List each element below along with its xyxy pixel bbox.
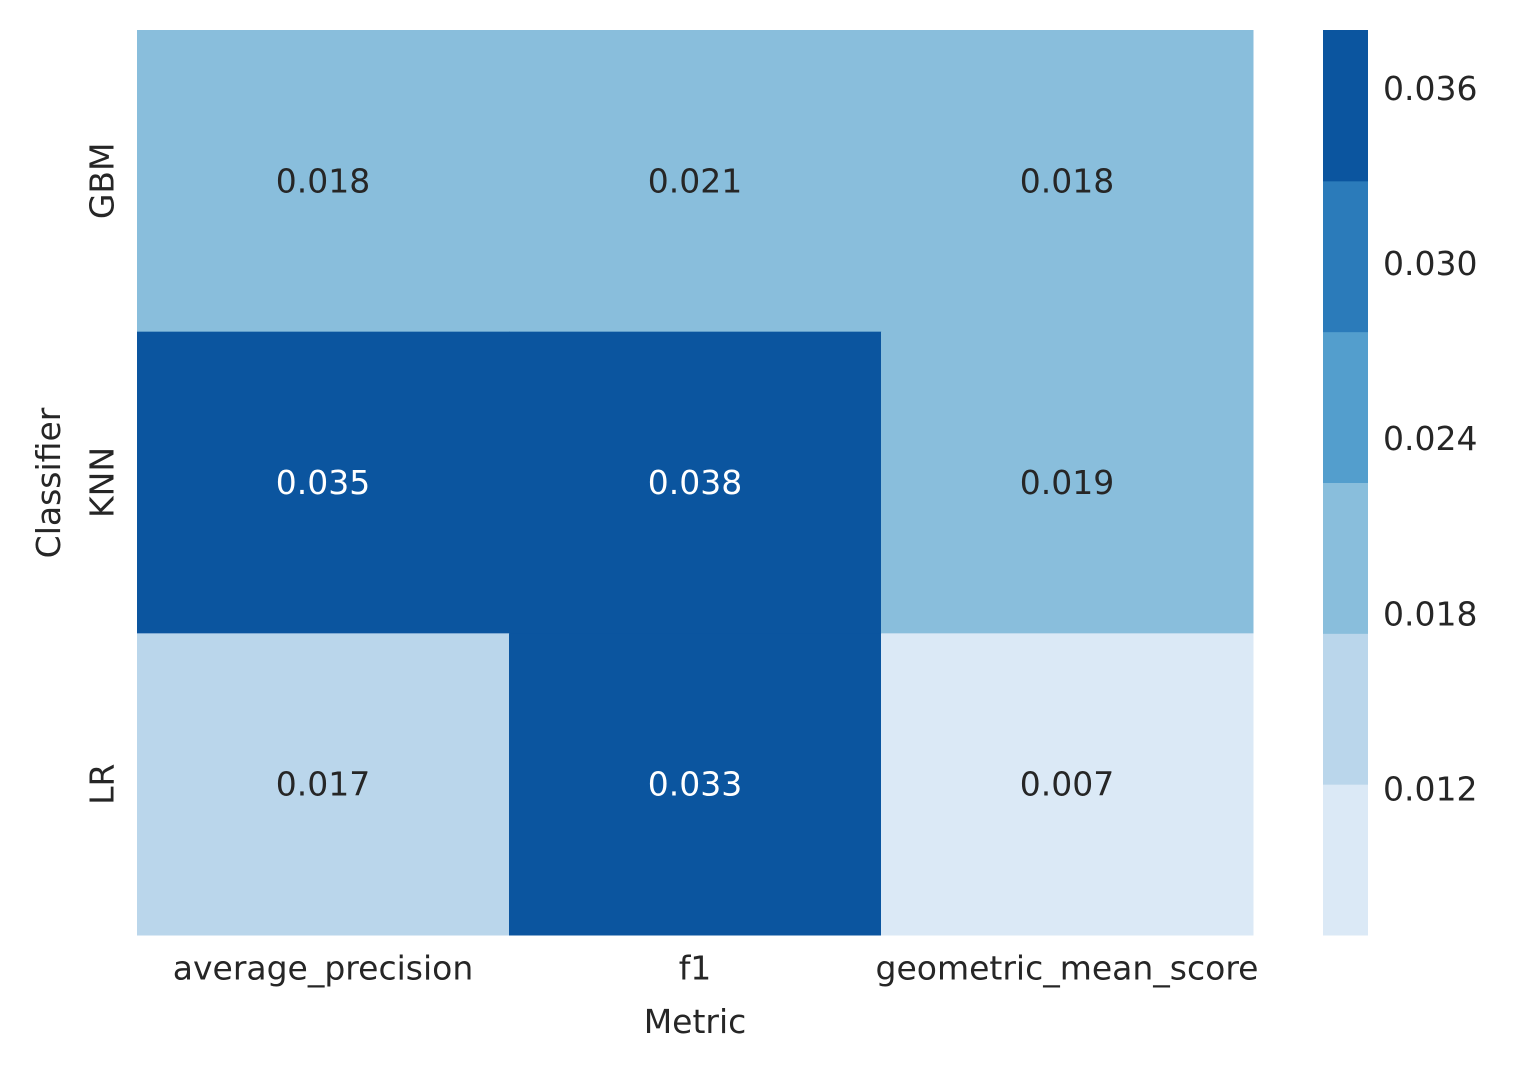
cell-value-label: 0.038 [648,463,742,502]
y-tick-label: GBM [83,142,122,219]
y-tick-label: KNN [83,447,122,518]
colorbar-tick-label: 0.036 [1383,69,1477,108]
colorbar-segment [1323,331,1368,483]
colorbar-tick-label: 0.018 [1383,594,1477,633]
heatmap-cell-gbm-f1 [509,30,882,333]
colorbar-tick-labels: 0.036 0.030 0.024 0.018 0.012 [1383,69,1477,809]
heatmap-cell-labels: 0.018 0.021 0.018 0.035 0.038 0.019 0.017 0.033… [276,161,1114,803]
x-tick-label: f1 [679,949,712,988]
heatmap-cell-knn-average-precision [137,331,510,634]
y-axis-tick-labels: GBM KNN LR [83,142,122,804]
x-tick-label: geometric_mean_score [876,949,1259,988]
colorbar-tick-label: 0.024 [1383,419,1477,458]
heatmap-cell-knn-geometric-mean-score [881,331,1254,634]
colorbar-tick-label: 0.012 [1383,770,1477,809]
colorbar-segment [1323,482,1368,634]
cell-value-label: 0.033 [648,765,742,804]
cell-value-label: 0.035 [276,463,370,502]
heatmap-cell-gbm-average-precision [137,30,510,333]
y-axis-label: Classifier [29,407,68,558]
x-axis-tick-labels: average_precision f1 geometric_mean_score [173,949,1259,988]
cell-value-label: 0.017 [276,765,370,804]
heatmap-cell-lr-average-precision [137,633,510,936]
cell-value-label: 0.019 [1020,463,1114,502]
cell-value-label: 0.007 [1020,765,1114,804]
cell-value-label: 0.018 [276,161,370,200]
colorbar-segment [1323,633,1368,785]
colorbar-segment [1323,30,1368,182]
heatmap-cell-knn-f1 [509,331,882,634]
heatmap-cell-lr-f1 [509,633,882,936]
heatmap-cell-gbm-geometric-mean-score [881,30,1254,333]
colorbar-tick-label: 0.030 [1383,244,1477,283]
heatmap-cell-lr-geometric-mean-score [881,633,1254,936]
colorbar [1323,30,1368,936]
colorbar-segment [1323,784,1368,936]
cell-value-label: 0.021 [648,161,742,200]
heatmap-cells [137,30,1254,936]
x-axis-label: Metric [644,1002,747,1041]
cell-value-label: 0.018 [1020,161,1114,200]
colorbar-segment [1323,180,1368,333]
x-tick-label: average_precision [173,949,473,988]
y-tick-label: LR [83,764,122,805]
